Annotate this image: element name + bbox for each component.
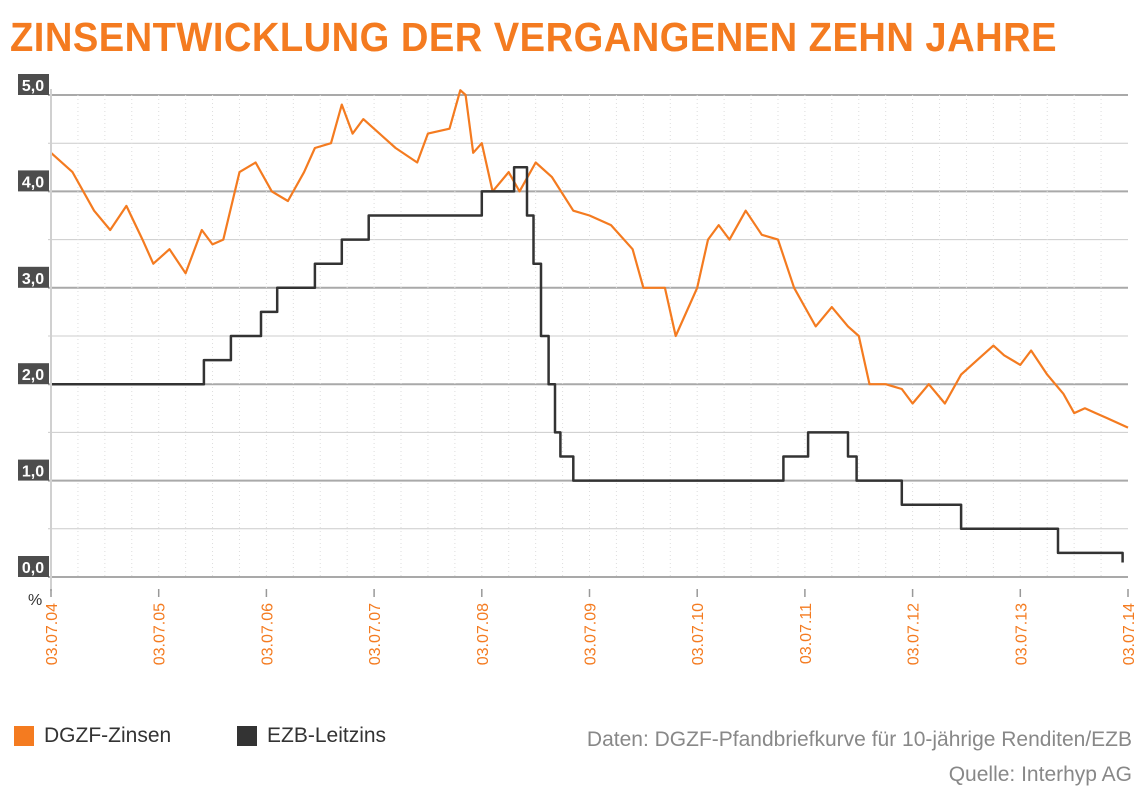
y-tick-label: 5,0 <box>22 78 44 95</box>
x-tick-label: 03.07.13 <box>1013 603 1030 665</box>
legend-label-dgzf: DGZF-Zinsen <box>44 724 172 747</box>
y-tick-label: 2,0 <box>22 367 44 384</box>
series-line-dgzf-zinsen <box>50 89 1129 429</box>
source-credit-line: Quelle: Interhyp AG <box>948 763 1132 786</box>
legend-item-dgzf: DGZF-Zinsen <box>14 722 171 750</box>
x-tick-label: 03.07.05 <box>152 603 169 665</box>
grid <box>48 94 1128 578</box>
y-tick-box <box>18 556 49 577</box>
y-tick-box <box>18 74 49 95</box>
y-axis-label: % <box>28 592 42 609</box>
legend-label-ezb: EZB-Leitzins <box>267 724 387 747</box>
x-tick-label: 03.07.08 <box>475 603 492 665</box>
x-tick-label: 03.07.07 <box>367 603 384 665</box>
source-data-line: Daten: DGZF-Pfandbriefkurve für 10-jähri… <box>586 728 1132 751</box>
x-tick-label: 03.07.10 <box>690 603 707 665</box>
y-tick-label: 4,0 <box>22 174 44 191</box>
y-tick-box <box>18 170 49 192</box>
legend-swatch-ezb <box>237 726 257 746</box>
y-tick-label: 1,0 <box>22 464 44 481</box>
x-tick-label: 03.07.09 <box>583 603 600 665</box>
axes: 0,0 1,0 2,0 3,0 4,0 5,0%03.07.04 03.07.05 03.07… <box>18 74 1138 665</box>
x-tick-label: 03.07.04 <box>44 603 61 665</box>
y-tick-label: 0,0 <box>22 560 44 577</box>
x-tick-label: 03.07.14 <box>1121 603 1138 665</box>
source-note: Daten: DGZF-Pfandbriefkurve für 10-jähri… <box>587 722 1132 792</box>
series-layer <box>50 89 1129 563</box>
legend-item-ezb: EZB-Leitzins <box>237 722 386 750</box>
y-tick-box <box>18 266 49 288</box>
y-tick-box <box>18 363 49 385</box>
x-tick-label: 03.07.12 <box>906 603 923 665</box>
chart-title: ZINSENTWICKLUNG DER VERGANGENEN ZEHN JAH… <box>10 14 1057 60</box>
y-tick-label: 3,0 <box>22 271 44 288</box>
y-tick-box <box>18 459 49 481</box>
x-tick-label: 03.07.11 <box>798 603 815 664</box>
x-tick-label: 03.07.06 <box>259 603 276 665</box>
legend-swatch-dgzf <box>14 726 34 746</box>
series-line-ezb-leitzins <box>51 166 1124 563</box>
